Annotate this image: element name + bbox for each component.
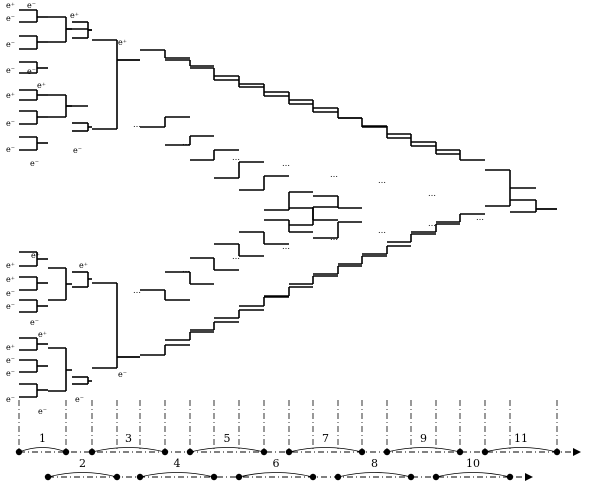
- particle-labels: e⁺ e⁻e⁻e⁻e⁻ e⁻e⁺e⁺e⁻e⁻e⁻e⁺e⁺e⁻e⁺e⁺e⁺e⁻e⁻e⁻…: [6, 1, 127, 416]
- particle-label: e⁺: [70, 11, 79, 20]
- ellipsis-mark: …: [282, 242, 290, 251]
- projection-lines: [18, 400, 558, 452]
- particle-label: e⁻: [30, 318, 39, 327]
- interval-number: 4: [174, 457, 181, 470]
- ellipsis-mark: …: [476, 213, 484, 222]
- particle-label: e⁺: [79, 261, 88, 270]
- particle-label: e⁻: [27, 1, 36, 10]
- particle-label: e⁺: [31, 251, 40, 260]
- axis-lower-arrow: [525, 473, 533, 481]
- ellipsis-mark: …: [133, 286, 141, 295]
- tree-branches: [19, 9, 557, 398]
- ellipsis-mark: …: [282, 159, 290, 168]
- particle-label: e⁻: [6, 40, 15, 49]
- interval-number: 1: [39, 432, 46, 445]
- interval-number: 5: [224, 432, 231, 445]
- interval-number: 6: [273, 457, 280, 470]
- particle-label: e⁺: [37, 81, 46, 90]
- interval-arc: [484, 447, 558, 453]
- interval-arc: [435, 472, 511, 478]
- axis-upper-arrow: [573, 448, 581, 456]
- interval-number: 3: [125, 432, 132, 445]
- particle-label: e⁺: [6, 343, 15, 352]
- interval-number: 9: [420, 432, 427, 445]
- particle-label: e⁻: [6, 395, 15, 404]
- interval-arc: [139, 472, 215, 478]
- ellipsis-mark: …: [378, 226, 386, 235]
- particle-label: e⁻: [6, 66, 15, 75]
- interval-arc: [18, 447, 67, 453]
- particle-label: e⁺: [118, 38, 127, 47]
- particle-label: e⁻: [6, 145, 15, 154]
- particle-label: e⁻: [6, 289, 15, 298]
- interval-arc: [337, 472, 412, 478]
- interval-number: 7: [322, 432, 329, 445]
- ellipsis-mark: …: [378, 176, 386, 185]
- interval-number: 11: [514, 432, 528, 445]
- ellipsis-mark: …: [182, 265, 190, 274]
- ellipsis-marks: … … … … … … … … … … … … … … …: [133, 120, 484, 295]
- particle-label: e⁺: [38, 330, 47, 339]
- particle-label: e⁻: [6, 369, 15, 378]
- interval-arc: [91, 447, 166, 453]
- timeline-axes: 1 3 5 7 9 11 2 4 6 8 10: [15, 432, 581, 481]
- interval-arc: [238, 472, 314, 478]
- particle-label: e⁻: [75, 395, 84, 404]
- ellipsis-mark: …: [330, 170, 338, 179]
- ellipsis-mark: …: [428, 219, 436, 228]
- ellipsis-mark: …: [232, 252, 240, 261]
- interval-arc: [386, 447, 461, 453]
- ellipsis-mark: …: [330, 233, 338, 242]
- ellipsis-mark: …: [133, 120, 141, 129]
- ellipsis-mark: …: [182, 138, 190, 147]
- interval-arc: [288, 447, 363, 453]
- particle-label: e⁻: [118, 370, 127, 379]
- particle-label: e⁻: [30, 159, 39, 168]
- interval-number: 8: [371, 457, 378, 470]
- particle-label: e⁻: [6, 356, 15, 365]
- particle-label: e⁻: [6, 119, 15, 128]
- particle-label: e⁻: [27, 67, 36, 76]
- particle-label: e⁻: [6, 302, 15, 311]
- particle-label: e⁺: [6, 91, 15, 100]
- particle-label: e⁺: [6, 275, 15, 284]
- particle-label: e⁺: [6, 261, 15, 270]
- particle-label: e⁻: [73, 146, 82, 155]
- interval-number: 10: [466, 457, 480, 470]
- ellipsis-mark: …: [428, 189, 436, 198]
- interval-arc: [47, 472, 118, 478]
- interval-number: 2: [79, 457, 86, 470]
- particle-label: e⁺: [6, 1, 15, 10]
- ellipsis-mark: …: [232, 153, 240, 162]
- particle-label: e⁻: [6, 14, 15, 23]
- particle-label: e⁻: [38, 407, 47, 416]
- interval-arc: [189, 447, 265, 453]
